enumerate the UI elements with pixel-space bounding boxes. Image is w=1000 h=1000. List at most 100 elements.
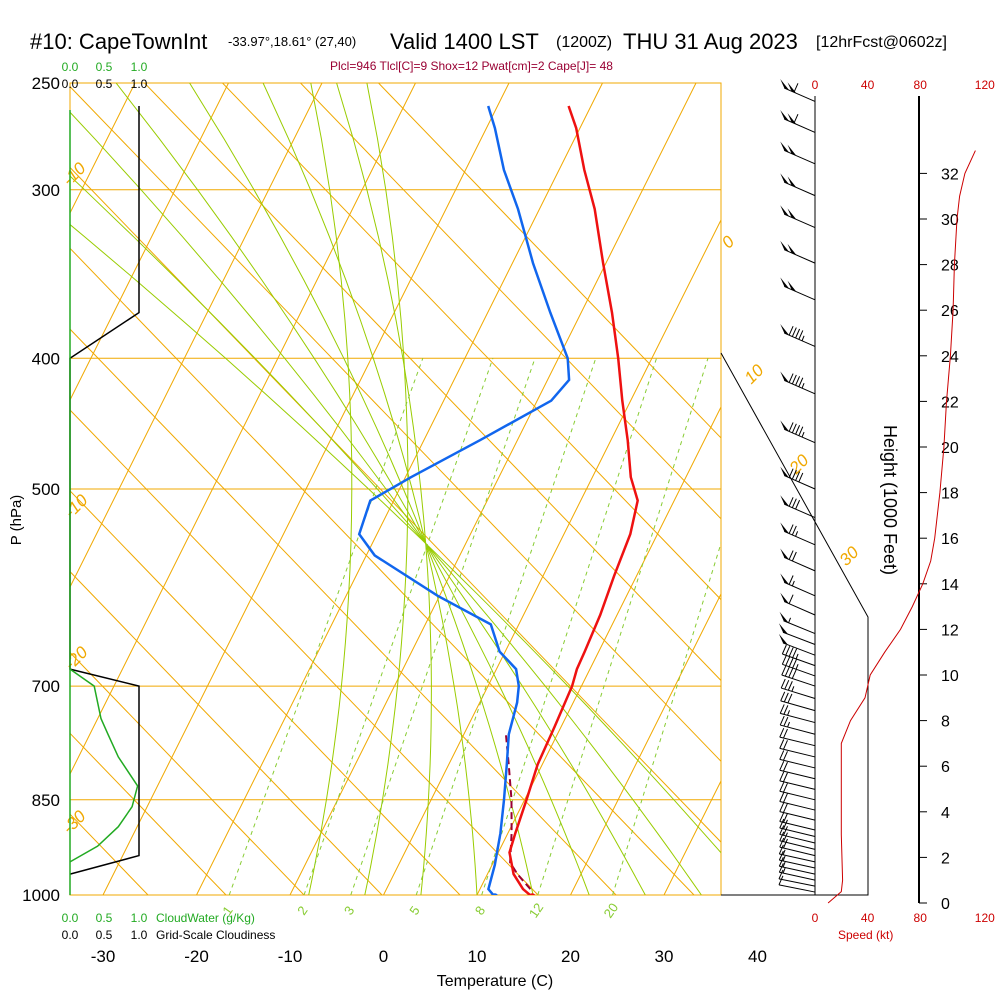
wind-barb-pennant — [780, 240, 790, 252]
wind-barb-flag — [785, 656, 791, 666]
cloudiness-tick-bottom: 1.0 — [131, 928, 148, 942]
wind-barb-staff — [784, 213, 816, 229]
wind-barb-flag — [784, 666, 790, 677]
wind-barb-pennant — [787, 243, 797, 255]
wind-barb — [779, 750, 816, 769]
temperature-tick-label: 30 — [655, 947, 674, 966]
wind-barb-flag — [779, 761, 785, 771]
wind-barb-staff — [780, 700, 816, 712]
moist-adiabat-line — [70, 111, 646, 895]
wind-barb-flag — [783, 772, 788, 782]
cloudiness-tick-top: 0.5 — [96, 77, 113, 91]
wind-barb-flag — [779, 715, 785, 726]
wind-barb-flag — [795, 471, 801, 481]
wind-barb-staff — [779, 780, 816, 790]
wind-barb-pennant — [780, 420, 790, 432]
wind-barb — [780, 173, 816, 197]
height-tick-label: 18 — [941, 486, 959, 503]
wind-barb-pennant — [780, 466, 790, 478]
wind-barb-pennant — [787, 82, 797, 94]
wind-barb-flag — [781, 644, 787, 655]
wind-barb — [781, 665, 816, 687]
wind-barb-flag — [798, 330, 804, 340]
height-tick-label: 14 — [941, 577, 959, 594]
wind-barb-staff — [782, 653, 816, 667]
mixing-ratio-line — [537, 358, 709, 895]
isotherm-line — [570, 592, 721, 895]
wind-barb-flag — [791, 423, 797, 434]
cloudwater-legend: CloudWater (g/Kg) — [156, 911, 255, 925]
wind-barb-flag — [788, 575, 794, 585]
wind-barb-flag — [791, 327, 797, 337]
dry-adiabat-line — [299, 83, 721, 520]
wind-barb — [780, 324, 816, 347]
wind-barb-flag — [779, 818, 785, 829]
wind-barb-staff — [779, 747, 816, 758]
cloudiness-tick-bottom: 0.0 — [62, 928, 79, 942]
wind-barb-flag — [779, 727, 785, 738]
wind-barb-halfflag — [787, 710, 791, 716]
pressure-tick-label: 1000 — [22, 886, 60, 905]
wind-barb — [780, 522, 816, 546]
wind-barb — [778, 633, 816, 656]
dry-adiabat-line — [377, 83, 721, 439]
height-tick-label: 22 — [941, 394, 959, 411]
wind-barb-halfflag — [801, 382, 805, 389]
wind-barb — [779, 715, 816, 735]
height-tick-label: 20 — [941, 440, 959, 457]
cloudiness-tick-top: 1.0 — [131, 77, 148, 91]
wind-barb — [781, 655, 816, 677]
moist-adiabat-line — [115, 83, 590, 895]
moist-adiabat-line — [336, 83, 432, 895]
wind-barb-staff — [784, 149, 816, 165]
isotherm-line — [476, 405, 721, 895]
wind-barb-pennant — [787, 113, 797, 125]
wind-barb — [780, 678, 816, 699]
wind-barb — [780, 240, 816, 264]
wind-barb — [779, 831, 816, 850]
wind-barb-staff — [781, 674, 816, 687]
isotherm-line — [196, 83, 603, 895]
isotherm-line — [70, 83, 416, 776]
dry-adiabat-line — [70, 732, 227, 895]
wind-barb-flag — [779, 750, 785, 760]
wind-barb-pennant — [780, 141, 790, 153]
wind-barb — [779, 704, 816, 724]
wind-barb-flag — [780, 678, 786, 689]
wind-barb-flag — [779, 812, 785, 822]
wind-barb-flag — [779, 704, 785, 714]
wind-barb-pennant — [780, 79, 790, 91]
isotherm-line — [383, 218, 721, 895]
wind-barb-pennant — [780, 324, 790, 336]
wind-barb — [780, 371, 816, 395]
wind-barb — [779, 812, 816, 831]
wind-barb-staff — [779, 859, 816, 869]
wind-barb — [779, 802, 816, 821]
wind-speed-tick-bottom: 0 — [812, 911, 819, 925]
wind-barb-flag — [788, 668, 794, 678]
wind-barb — [779, 782, 816, 801]
wind-barb-flag — [779, 802, 785, 812]
wind-barb-pennant — [780, 371, 790, 383]
wind-barb-staff — [782, 631, 816, 645]
wind-barb — [780, 466, 816, 490]
wind-barb — [778, 850, 816, 869]
station-coords: -33.97°,18.61° (27,40) — [228, 34, 356, 49]
wind-barb-flag — [779, 792, 785, 802]
wind-barb-flag — [779, 782, 785, 792]
wind-barb-flag — [779, 739, 785, 749]
pressure-tick-label: 250 — [32, 74, 60, 93]
wind-barb — [780, 495, 816, 519]
wind-barb-pennant — [778, 633, 789, 645]
temperature-tick-label: -20 — [184, 947, 209, 966]
cloudwater-tick-top: 0.5 — [96, 60, 113, 74]
wind-barb-pennant — [787, 280, 797, 292]
wind-barb-halfflag — [782, 855, 786, 862]
wind-barb-halfflag — [795, 664, 799, 670]
height-tick-label: 8 — [941, 714, 950, 731]
wind-barb-staff — [779, 827, 816, 838]
wind-barb-flag — [783, 740, 788, 750]
moist-adiabat-line — [70, 175, 702, 895]
station-title: #10: CapeTownInt — [30, 29, 207, 54]
moist-adiabat-line — [70, 223, 721, 854]
